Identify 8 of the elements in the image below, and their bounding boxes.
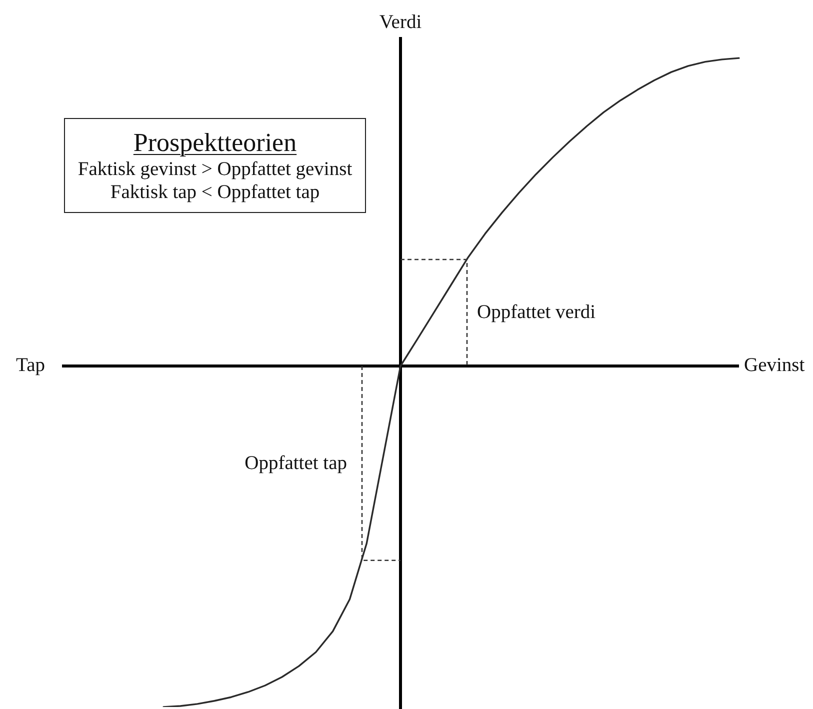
y-axis-title: Verdi — [379, 12, 422, 34]
annotation: Oppfattet tap — [244, 453, 347, 475]
text: Tap — [16, 355, 45, 377]
annotation: Oppfattet verdi — [477, 302, 596, 324]
annotation: Faktisk tap < Oppfattet tap — [109, 180, 321, 204]
annotation: Faktisk gevinst > Oppfattet gevinst — [76, 158, 354, 180]
framed-box: Prospektteorien Faktisk gevinst > Oppfattet gevinst Faktisk tap < Oppfattet tap — [64, 118, 366, 213]
x-axis-title: Gevinst — [744, 355, 805, 377]
